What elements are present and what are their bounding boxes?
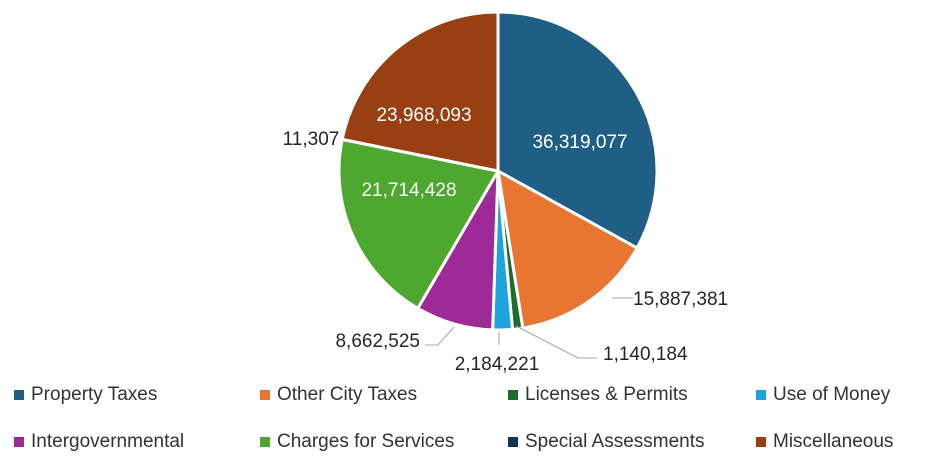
data-label: 21,714,428: [361, 180, 456, 201]
legend-label: Licenses & Permits: [525, 384, 688, 405]
legend-swatch: [508, 390, 518, 400]
legend-item-use-of-money: Use of Money: [756, 384, 890, 406]
legend-label: Special Assessments: [525, 431, 705, 452]
pie-slice-miscellaneous: [340, 10, 500, 173]
legend-item-intergovernmental: Intergovernmental: [14, 431, 184, 453]
legend-swatch: [260, 437, 270, 447]
legend-label: Use of Money: [773, 384, 891, 405]
leader-line: [425, 326, 455, 346]
legend-swatch: [756, 437, 766, 447]
legend-item-miscellaneous: Miscellaneous: [756, 431, 893, 453]
legend-swatch: [508, 437, 518, 447]
data-label: 15,887,381: [633, 289, 728, 310]
data-label: 8,662,525: [335, 331, 420, 352]
legend-label: Intergovernmental: [31, 431, 185, 452]
leader-line: [515, 325, 597, 359]
legend-item-special-assessments: Special Assessments: [508, 431, 705, 453]
legend-item-licenses-permits: Licenses & Permits: [508, 384, 688, 406]
pie-slice-other-city-taxes: [496, 169, 639, 330]
legend-swatch: [260, 390, 270, 400]
legend-label: Charges for Services: [277, 431, 455, 452]
pie-slice-property-taxes: [496, 10, 659, 250]
data-label: 1,140,184: [603, 344, 688, 365]
data-labels: 36,319,077 15,887,381 1,140,184 2,184,221 8,…: [283, 105, 728, 375]
data-label: 2,184,221: [455, 354, 540, 375]
legend-item-property-taxes: Property Taxes: [14, 384, 157, 406]
legend-swatch: [14, 437, 24, 447]
legend-item-charges-for-services: Charges for Services: [260, 431, 454, 453]
data-label: 36,319,077: [532, 132, 627, 153]
legend-label: Other City Taxes: [277, 384, 418, 405]
legend-item-other-city-taxes: Other City Taxes: [260, 384, 417, 406]
legend-label: Miscellaneous: [773, 431, 894, 452]
data-label: 11,307: [283, 129, 340, 150]
leader-lines: [425, 297, 633, 359]
pie-slice-charges-for-services: [337, 137, 500, 310]
data-label: 23,968,093: [376, 105, 471, 126]
pie-chart: 36,319,077 15,887,381 1,140,184 2,184,221 8,…: [283, 10, 728, 375]
legend-swatch: [14, 390, 24, 400]
legend-swatch: [756, 390, 766, 400]
legend-label: Property Taxes: [31, 384, 158, 405]
pie-slices: [337, 10, 659, 332]
